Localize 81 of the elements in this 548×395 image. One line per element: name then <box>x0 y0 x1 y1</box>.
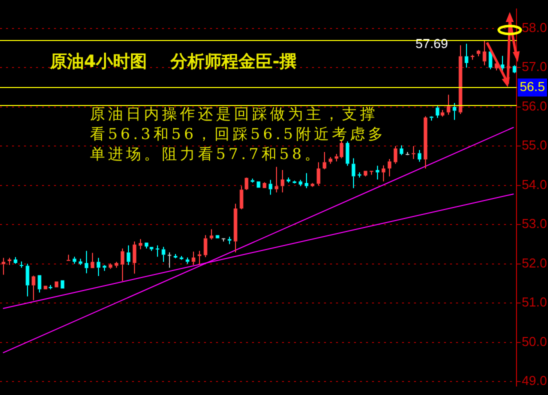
candlestick <box>198 250 202 266</box>
candlestick <box>156 244 160 258</box>
candlestick <box>26 263 30 297</box>
candlestick <box>412 146 416 160</box>
y-tick-label: 49.0 <box>522 373 548 388</box>
candlestick <box>446 94 450 116</box>
y-tick-label: 56.0 <box>522 98 548 114</box>
candlestick <box>382 164 386 182</box>
candlestick <box>436 106 440 118</box>
candlestick <box>262 182 266 188</box>
candlestick <box>388 158 392 177</box>
candlestick <box>144 242 148 249</box>
ref-line-label: 56.5 <box>520 79 546 94</box>
candlestick <box>120 248 124 282</box>
candlestick <box>500 55 504 72</box>
candlestick <box>186 257 190 264</box>
candlestick <box>292 180 296 183</box>
candlestick <box>8 257 12 266</box>
candlestick <box>138 238 142 250</box>
candlestick <box>458 44 462 114</box>
candlestick <box>298 179 302 187</box>
candlestick <box>482 40 486 66</box>
candlestick <box>234 203 238 253</box>
candlestick <box>84 250 88 274</box>
candlestick <box>440 110 444 118</box>
candlestick <box>268 179 272 196</box>
candlestick <box>150 246 154 252</box>
candlestick <box>108 262 112 270</box>
candlestick <box>168 252 172 268</box>
candlestick <box>180 255 184 260</box>
candlestick <box>96 257 100 276</box>
candlestick <box>32 275 36 301</box>
y-tick-label: 54.0 <box>522 176 548 192</box>
candlestick <box>126 244 130 266</box>
candlestick <box>274 166 278 193</box>
candlestick <box>162 246 166 262</box>
candlestick <box>304 172 308 189</box>
y-tick-label: 58.0 <box>522 20 548 35</box>
candlestick <box>394 146 398 164</box>
candlestick <box>464 43 468 68</box>
candlestick <box>240 186 244 210</box>
candlestick <box>66 254 70 261</box>
candlestick <box>476 49 480 57</box>
candlestick <box>322 151 326 170</box>
candlestick <box>90 252 94 268</box>
candlestick <box>400 144 404 156</box>
text: 原油4小时图 分析师程金臣-撰 <box>50 51 297 73</box>
candlestick <box>174 253 178 259</box>
y-tick-label: 53.0 <box>522 216 548 232</box>
candlestick <box>376 165 380 180</box>
candlestick <box>192 251 196 266</box>
y-tick-label: 52.0 <box>522 255 548 270</box>
candlestick <box>452 102 456 120</box>
candlestick <box>210 228 214 240</box>
candlestick <box>316 162 320 186</box>
candlestick <box>310 182 314 188</box>
y-tick-label: 57.0 <box>522 59 548 74</box>
candlestick <box>2 257 6 276</box>
annotation: 原油日内操作还是回踩做为主，支撑看56.3和56，回踩56.5附近考虑多单进场。阻力看57.7和58。 <box>90 104 387 164</box>
candlestick <box>78 258 82 266</box>
candlestick <box>418 150 422 162</box>
candlestick <box>38 275 42 293</box>
candlestick <box>48 284 52 290</box>
candlestick <box>352 158 356 189</box>
candlestick <box>328 156 332 164</box>
candlestick <box>20 260 24 268</box>
y-tick-label: 51.0 <box>522 294 548 310</box>
candlestick <box>72 256 76 264</box>
y-tick-label: 55.0 <box>522 138 548 153</box>
candlestick <box>204 234 208 258</box>
candlestick <box>358 172 362 178</box>
candlestick <box>424 116 428 169</box>
candlestick <box>14 256 18 264</box>
candlestick <box>286 176 290 184</box>
annotation: 57.69 <box>415 36 448 52</box>
candlestick <box>364 170 368 177</box>
candlestick <box>228 236 232 245</box>
candlestick <box>132 240 136 274</box>
y-tick-label: 50.0 <box>522 334 548 349</box>
candlestick <box>280 170 284 193</box>
candlestick <box>470 54 474 60</box>
